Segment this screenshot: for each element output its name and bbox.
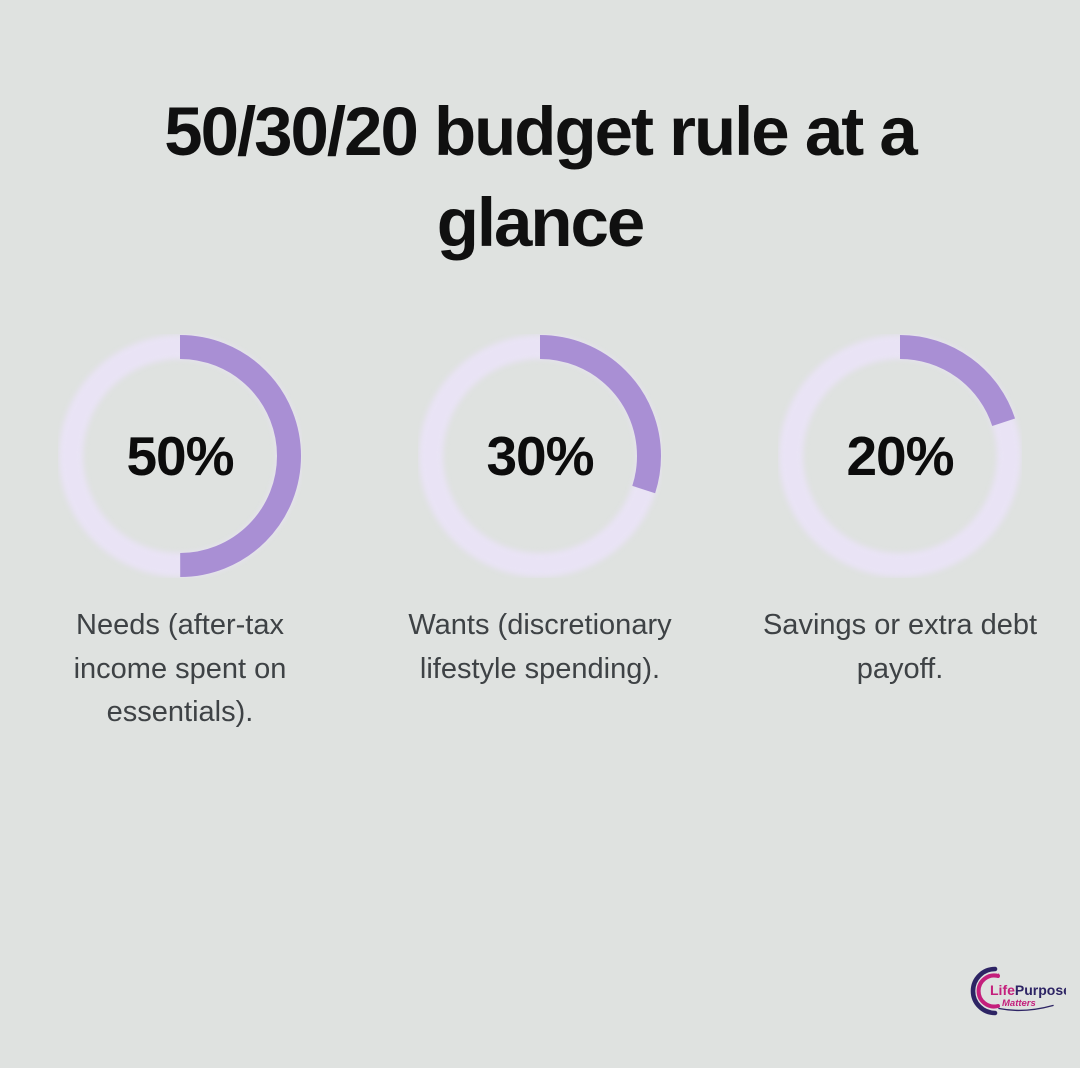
life-purpose-matters-logo: ♥ LifePurpose Matters [954,966,1066,1018]
needs-donut-chart: 50% [58,334,302,578]
logo-heart-icon: ♥ [995,971,1000,980]
needs-card: 50% Needs (after-tax income spent on ess… [0,334,360,735]
donut-progress-arc [419,335,661,578]
donut-svg [779,335,1021,578]
savings-card: 20% Savings or extra debt payoff. [720,334,1080,735]
wants-donut-chart: 30% [418,334,662,578]
logo-brand-text: LifePurpose [990,982,1066,998]
wants-caption: Wants (discretionary lifestyle spending)… [408,609,672,685]
needs-percent-value: 50% [126,425,234,488]
logo-text-purpose: Purpose [1015,982,1066,998]
donut-chart-row: 50% Needs (after-tax income spent on ess… [0,334,1080,735]
savings-donut-chart: 20% [778,334,1022,578]
donut-svg [419,335,661,578]
donut-progress-arc [779,335,1021,578]
savings-caption: Savings or extra debt payoff. [762,609,1038,685]
donut-progress-arc [59,335,301,578]
needs-caption: Needs (after-tax income spent on essenti… [73,609,287,729]
savings-percent-value: 20% [846,425,954,488]
logo-tagline-text: Matters [1002,998,1036,1009]
donut-svg [59,335,301,578]
logo-text-life: Life [990,982,1015,998]
wants-percent-value: 30% [486,425,594,488]
page-title: 50/30/20 budget rule at a glance [164,93,918,262]
wants-card: 30% Wants (discretionary lifestyle spend… [360,334,720,735]
